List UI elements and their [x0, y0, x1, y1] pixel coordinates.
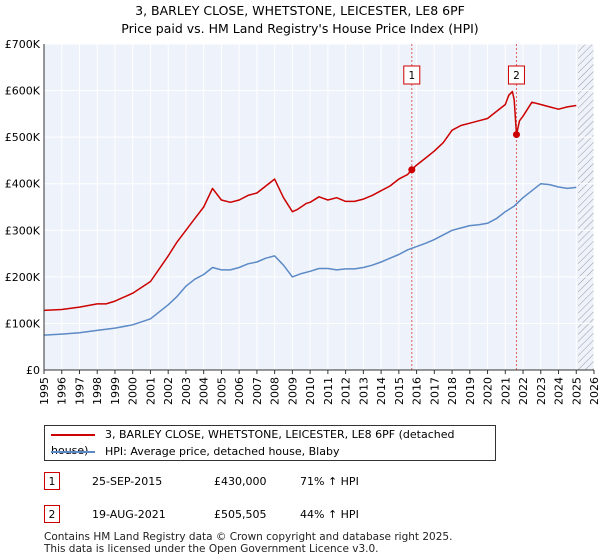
y-tick-label: £400K — [5, 178, 41, 191]
y-tick-label: £100K — [5, 317, 41, 330]
x-tick-label: 2011 — [322, 377, 335, 405]
transaction-price: £430,000 — [214, 475, 267, 488]
x-tick-label: 2024 — [553, 377, 566, 405]
x-tick-label: 2007 — [251, 377, 264, 405]
transaction-hpi-change: 71% ↑ HPI — [300, 475, 359, 488]
x-tick-label: 1997 — [73, 377, 86, 405]
chart-title-line2: Price paid vs. HM Land Registry's House … — [121, 21, 479, 36]
x-tick-label: 1999 — [109, 377, 122, 405]
x-tick-label: 2000 — [127, 377, 140, 405]
legend: 3, BARLEY CLOSE, WHETSTONE, LEICESTER, L… — [44, 425, 496, 461]
x-tick-label: 2023 — [535, 377, 548, 405]
x-tick-label: 2026 — [588, 377, 600, 405]
y-tick-label: £200K — [5, 271, 41, 284]
x-tick-label: 2003 — [180, 377, 193, 405]
forecast-hatch-region — [578, 44, 594, 370]
x-tick-label: 2005 — [215, 377, 228, 405]
x-tick-label: 2015 — [393, 377, 406, 405]
chart-title-line1: 3, BARLEY CLOSE, WHETSTONE, LEICESTER, L… — [135, 3, 465, 18]
sale-marker-badge — [507, 65, 525, 85]
x-tick-label: 2019 — [464, 377, 477, 405]
plot-background — [44, 44, 594, 370]
series-line-property — [43, 90, 577, 312]
x-tick-label: 2001 — [144, 377, 157, 405]
chart-title: 3, BARLEY CLOSE, WHETSTONE, LEICESTER, L… — [0, 2, 600, 38]
footer-line2: This data is licensed under the Open Gov… — [44, 543, 379, 555]
sale-marker-label: 1 — [408, 70, 415, 82]
footer-attribution: Contains HM Land Registry data © Crown c… — [44, 531, 452, 555]
legend-item-hpi: HPI: Average price, detached house, Blab… — [51, 444, 339, 460]
x-tick-label: 2016 — [411, 377, 424, 405]
transaction-price: £505,505 — [214, 508, 267, 521]
x-tick-label: 2012 — [340, 377, 353, 405]
x-tick-label: 2013 — [357, 377, 370, 405]
x-tick-label: 1995 — [38, 377, 51, 405]
x-tick-label: 2009 — [286, 377, 299, 405]
sale-marker-label: 2 — [513, 70, 520, 82]
y-tick-label: £600K — [5, 85, 41, 98]
sale-point — [408, 166, 416, 174]
transaction-hpi-change: 44% ↑ HPI — [300, 508, 359, 521]
footer-line1: Contains HM Land Registry data © Crown c… — [44, 531, 453, 543]
sale-point — [512, 131, 520, 139]
y-tick-label: £700K — [5, 38, 41, 51]
y-tick-label: £0 — [26, 364, 40, 377]
x-tick-label: 2008 — [269, 377, 282, 405]
x-tick-label: 2004 — [198, 377, 211, 405]
legend-swatch-hpi — [51, 451, 95, 453]
x-tick-label: 2010 — [304, 377, 317, 405]
sale-marker-badge — [403, 65, 421, 85]
x-tick-label: 2022 — [517, 377, 530, 405]
legend-label-hpi: HPI: Average price, detached house, Blab… — [105, 445, 340, 458]
x-tick-label: 2020 — [482, 377, 495, 405]
x-tick-label: 2002 — [162, 377, 175, 405]
transaction-number-badge: 1 — [44, 472, 60, 490]
x-tick-label: 2017 — [428, 377, 441, 405]
legend-item-property: 3, BARLEY CLOSE, WHETSTONE, LEICESTER, L… — [51, 427, 495, 457]
transaction-number-badge: 2 — [44, 505, 60, 523]
x-tick-label: 2014 — [375, 377, 388, 405]
y-tick-label: £500K — [5, 131, 41, 144]
series-line-hpi — [43, 182, 577, 336]
x-tick-label: 2006 — [233, 377, 246, 405]
x-tick-label: 2018 — [446, 377, 459, 405]
x-tick-label: 1996 — [56, 377, 69, 405]
y-tick-label: £300K — [5, 224, 41, 237]
transaction-date: 25-SEP-2015 — [92, 475, 163, 488]
price-chart: £0 £100K £200K £300K £400K £500K £600K £700K 199… — [5, 38, 600, 405]
x-tick-label: 2021 — [499, 377, 512, 405]
x-tick-label: 2025 — [570, 377, 583, 405]
x-tick-label: 1998 — [91, 377, 104, 405]
legend-label-property: 3, BARLEY CLOSE, WHETSTONE, LEICESTER, L… — [51, 428, 455, 457]
transaction-date: 19-AUG-2021 — [92, 508, 166, 521]
legend-swatch-property — [51, 434, 95, 436]
